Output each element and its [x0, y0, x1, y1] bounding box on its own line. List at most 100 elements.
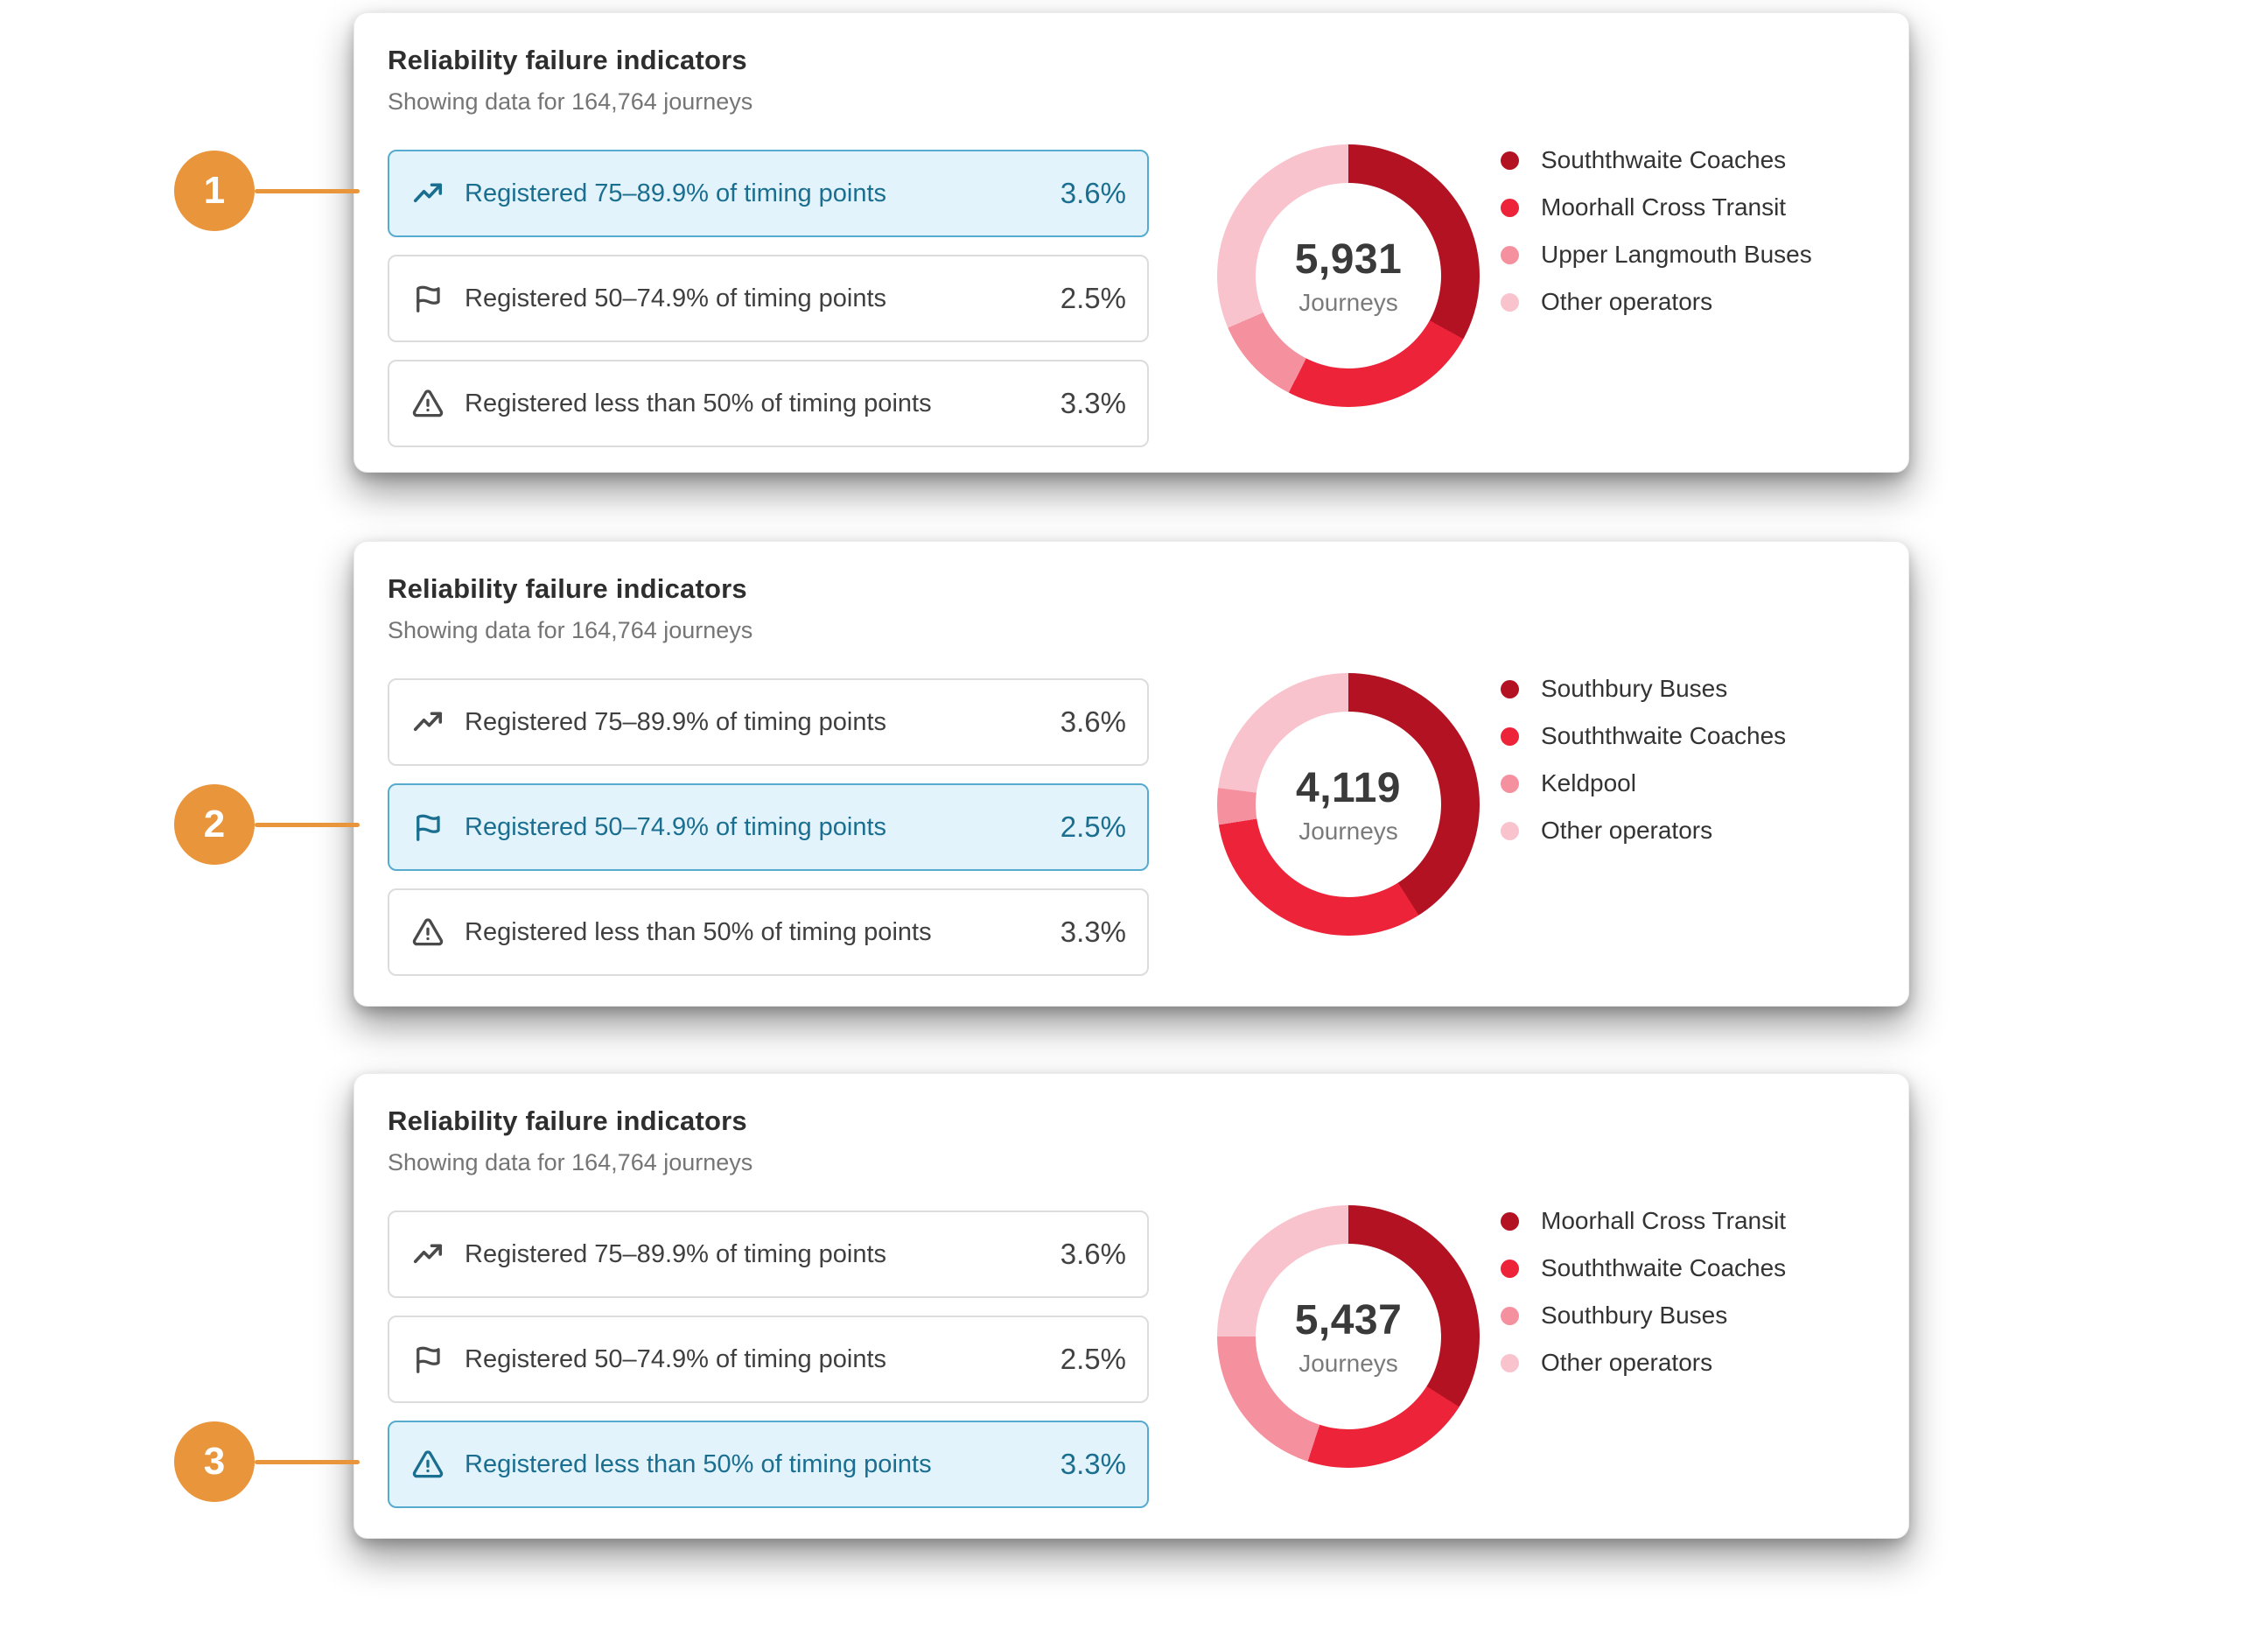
legend-dot	[1501, 151, 1519, 170]
step-connector-line	[255, 1460, 360, 1464]
indicator-row-75-89[interactable]: Registered 75–89.9% of timing points 3.6…	[388, 1210, 1149, 1298]
indicator-row-75-89[interactable]: Registered 75–89.9% of timing points 3.6…	[388, 150, 1149, 237]
journeys-count: 5,931	[1294, 235, 1403, 283]
step-badge-2: 2	[174, 784, 255, 865]
legend-label: Keldpool	[1541, 769, 1636, 796]
operator-legend: Southbury Buses Souththwaite Coaches Kel…	[1501, 675, 1786, 845]
step-badge-1: 1	[174, 151, 255, 231]
legend-dot	[1501, 1353, 1519, 1372]
legend-item: Upper Langmouth Buses	[1501, 241, 1812, 269]
card-subtitle: Showing data for 164,764 journeys	[388, 1149, 753, 1175]
indicator-value: 2.5%	[1060, 1343, 1126, 1375]
legend-item: Moorhall Cross Transit	[1501, 193, 1812, 221]
legend-item: Keldpool	[1501, 769, 1786, 797]
indicator-row-less-50[interactable]: Registered less than 50% of timing point…	[388, 888, 1149, 976]
legend-item: Southbury Buses	[1501, 1302, 1786, 1330]
legend-label: Moorhall Cross Transit	[1541, 193, 1787, 221]
legend-dot	[1501, 198, 1519, 217]
indicator-value: 2.5%	[1060, 810, 1126, 843]
indicator-label: Registered 50–74.9% of timing points	[465, 284, 887, 312]
legend-dot	[1501, 821, 1519, 840]
legend-dot	[1501, 1259, 1519, 1278]
reliability-card-2: Reliability failure indicators Showing d…	[354, 541, 1909, 1007]
indicator-value: 3.6%	[1060, 1238, 1126, 1270]
indicator-label: Registered less than 50% of timing point…	[465, 917, 932, 946]
legend-label: Southbury Buses	[1541, 1302, 1728, 1329]
donut-center: 4,119 Journeys	[1256, 712, 1441, 897]
indicator-label: Registered less than 50% of timing point…	[465, 1449, 932, 1478]
indicator-label: Registered less than 50% of timing point…	[465, 389, 932, 418]
journeys-label: Journeys	[1298, 817, 1398, 845]
journeys-label: Journeys	[1298, 1349, 1398, 1377]
journeys-count: 4,119	[1296, 764, 1401, 811]
journeys-donut-chart: 4,119 Journeys	[1217, 673, 1480, 936]
donut-center: 5,437 Journeys	[1256, 1244, 1441, 1429]
legend-label: Souththwaite Coaches	[1541, 722, 1787, 749]
card-title: Reliability failure indicators	[388, 1105, 747, 1136]
legend-item: Souththwaite Coaches	[1501, 722, 1786, 750]
legend-dot	[1501, 1306, 1519, 1325]
indicator-row-50-74[interactable]: Registered 50–74.9% of timing points 2.5…	[388, 783, 1149, 871]
trending-up-icon	[412, 1239, 444, 1270]
indicator-row-75-89[interactable]: Registered 75–89.9% of timing points 3.6…	[388, 678, 1149, 766]
warning-icon	[412, 916, 444, 948]
legend-dot	[1501, 292, 1519, 312]
donut-center: 5,931 Journeys	[1256, 183, 1441, 368]
legend-item: Southbury Buses	[1501, 675, 1786, 703]
operator-legend: Souththwaite Coaches Moorhall Cross Tran…	[1501, 146, 1812, 316]
trending-up-icon	[412, 178, 444, 209]
journeys-donut-chart: 5,931 Journeys	[1217, 144, 1480, 407]
indicator-value: 3.3%	[1060, 387, 1126, 419]
reliability-card-1: Reliability failure indicators Showing d…	[354, 12, 1909, 473]
indicator-row-50-74[interactable]: Registered 50–74.9% of timing points 2.5…	[388, 1316, 1149, 1403]
journeys-count: 5,437	[1294, 1296, 1403, 1344]
step-connector-line	[255, 189, 360, 193]
operator-legend: Moorhall Cross Transit Souththwaite Coac…	[1501, 1207, 1786, 1377]
indicator-value: 3.3%	[1060, 1448, 1126, 1480]
indicator-value: 3.6%	[1060, 177, 1126, 209]
legend-label: Upper Langmouth Buses	[1541, 241, 1812, 268]
legend-label: Other operators	[1541, 288, 1713, 315]
indicator-row-less-50[interactable]: Registered less than 50% of timing point…	[388, 360, 1149, 447]
flag-icon	[412, 811, 444, 843]
indicator-row-less-50[interactable]: Registered less than 50% of timing point…	[388, 1421, 1149, 1508]
legend-label: Other operators	[1541, 1349, 1713, 1376]
indicator-label: Registered 50–74.9% of timing points	[465, 1344, 887, 1373]
legend-dot	[1501, 774, 1519, 793]
card-title: Reliability failure indicators	[388, 573, 747, 604]
legend-label: Southbury Buses	[1541, 675, 1728, 702]
indicator-label: Registered 50–74.9% of timing points	[465, 812, 887, 841]
card-subtitle: Showing data for 164,764 journeys	[388, 617, 753, 643]
step-connector-line	[255, 823, 360, 827]
warning-icon	[412, 1449, 444, 1480]
indicator-rows: Registered 75–89.9% of timing points 3.6…	[388, 150, 1149, 447]
journeys-label: Journeys	[1298, 288, 1398, 316]
indicator-value: 2.5%	[1060, 282, 1126, 314]
card-subtitle: Showing data for 164,764 journeys	[388, 88, 753, 115]
indicator-rows: Registered 75–89.9% of timing points 3.6…	[388, 1210, 1149, 1508]
legend-dot	[1501, 679, 1519, 698]
indicator-rows: Registered 75–89.9% of timing points 3.6…	[388, 678, 1149, 976]
legend-dot	[1501, 1211, 1519, 1231]
warning-icon	[412, 388, 444, 419]
legend-item: Other operators	[1501, 288, 1812, 316]
flag-icon	[412, 1344, 444, 1375]
legend-dot	[1501, 245, 1519, 264]
legend-item: Other operators	[1501, 1349, 1786, 1377]
legend-dot	[1501, 726, 1519, 746]
indicator-value: 3.6%	[1060, 705, 1126, 738]
indicator-value: 3.3%	[1060, 916, 1126, 948]
indicator-row-50-74[interactable]: Registered 50–74.9% of timing points 2.5…	[388, 255, 1149, 342]
journeys-donut-chart: 5,437 Journeys	[1217, 1205, 1480, 1468]
trending-up-icon	[412, 706, 444, 738]
legend-label: Other operators	[1541, 817, 1713, 844]
legend-label: Souththwaite Coaches	[1541, 1254, 1787, 1281]
indicator-label: Registered 75–89.9% of timing points	[465, 707, 887, 736]
legend-label: Moorhall Cross Transit	[1541, 1207, 1787, 1234]
flag-icon	[412, 283, 444, 314]
legend-label: Souththwaite Coaches	[1541, 146, 1787, 173]
indicator-label: Registered 75–89.9% of timing points	[465, 1239, 887, 1268]
legend-item: Souththwaite Coaches	[1501, 1254, 1786, 1282]
card-title: Reliability failure indicators	[388, 45, 747, 75]
